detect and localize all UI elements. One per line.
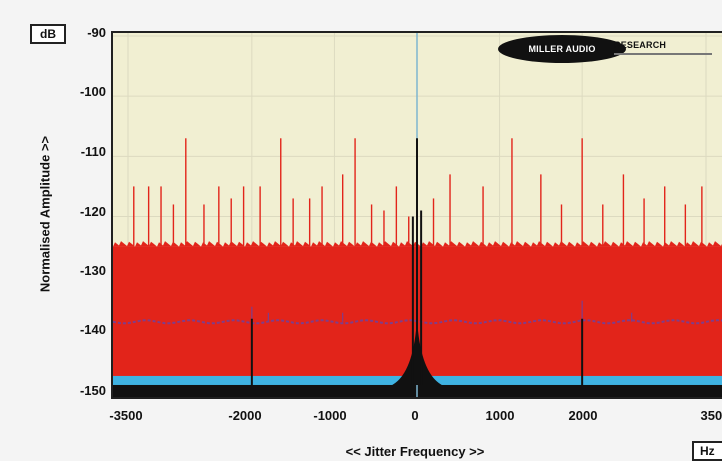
logo-subline	[614, 53, 712, 55]
x-tick-label: 3500	[700, 408, 722, 423]
miller-audio-research-logo: MILLER AUDIO RESEARCH	[498, 34, 720, 64]
x-tick-label: 0	[411, 408, 419, 423]
logo-oval: MILLER AUDIO	[498, 35, 626, 63]
y-tick-label: -140	[79, 322, 106, 337]
y-tick-label: -90	[87, 25, 106, 40]
y-axis-label: Normalised Amplitude >>	[37, 135, 53, 293]
x-tick-label: 2000	[568, 408, 598, 423]
x-tick-label: -3500	[109, 408, 143, 423]
y-unit-label: dB	[30, 24, 66, 44]
y-tick-label: -130	[79, 263, 106, 278]
x-tick-label: 1000	[485, 408, 515, 423]
y-tick-label: -100	[79, 84, 106, 99]
plot-svg	[113, 33, 722, 397]
plot-area	[111, 31, 722, 399]
y-tick-label: -150	[79, 383, 106, 398]
x-tick-label: -1000	[313, 408, 347, 423]
y-tick-label: -110	[80, 144, 106, 159]
x-unit-label: Hz	[692, 441, 722, 461]
x-axis-label: << Jitter Frequency >>	[345, 444, 485, 459]
purple-series-line	[113, 319, 722, 325]
x-tick-label: -2000	[228, 408, 262, 423]
y-tick-label: -120	[79, 204, 106, 219]
logo-right-text: RESEARCH	[614, 40, 667, 50]
